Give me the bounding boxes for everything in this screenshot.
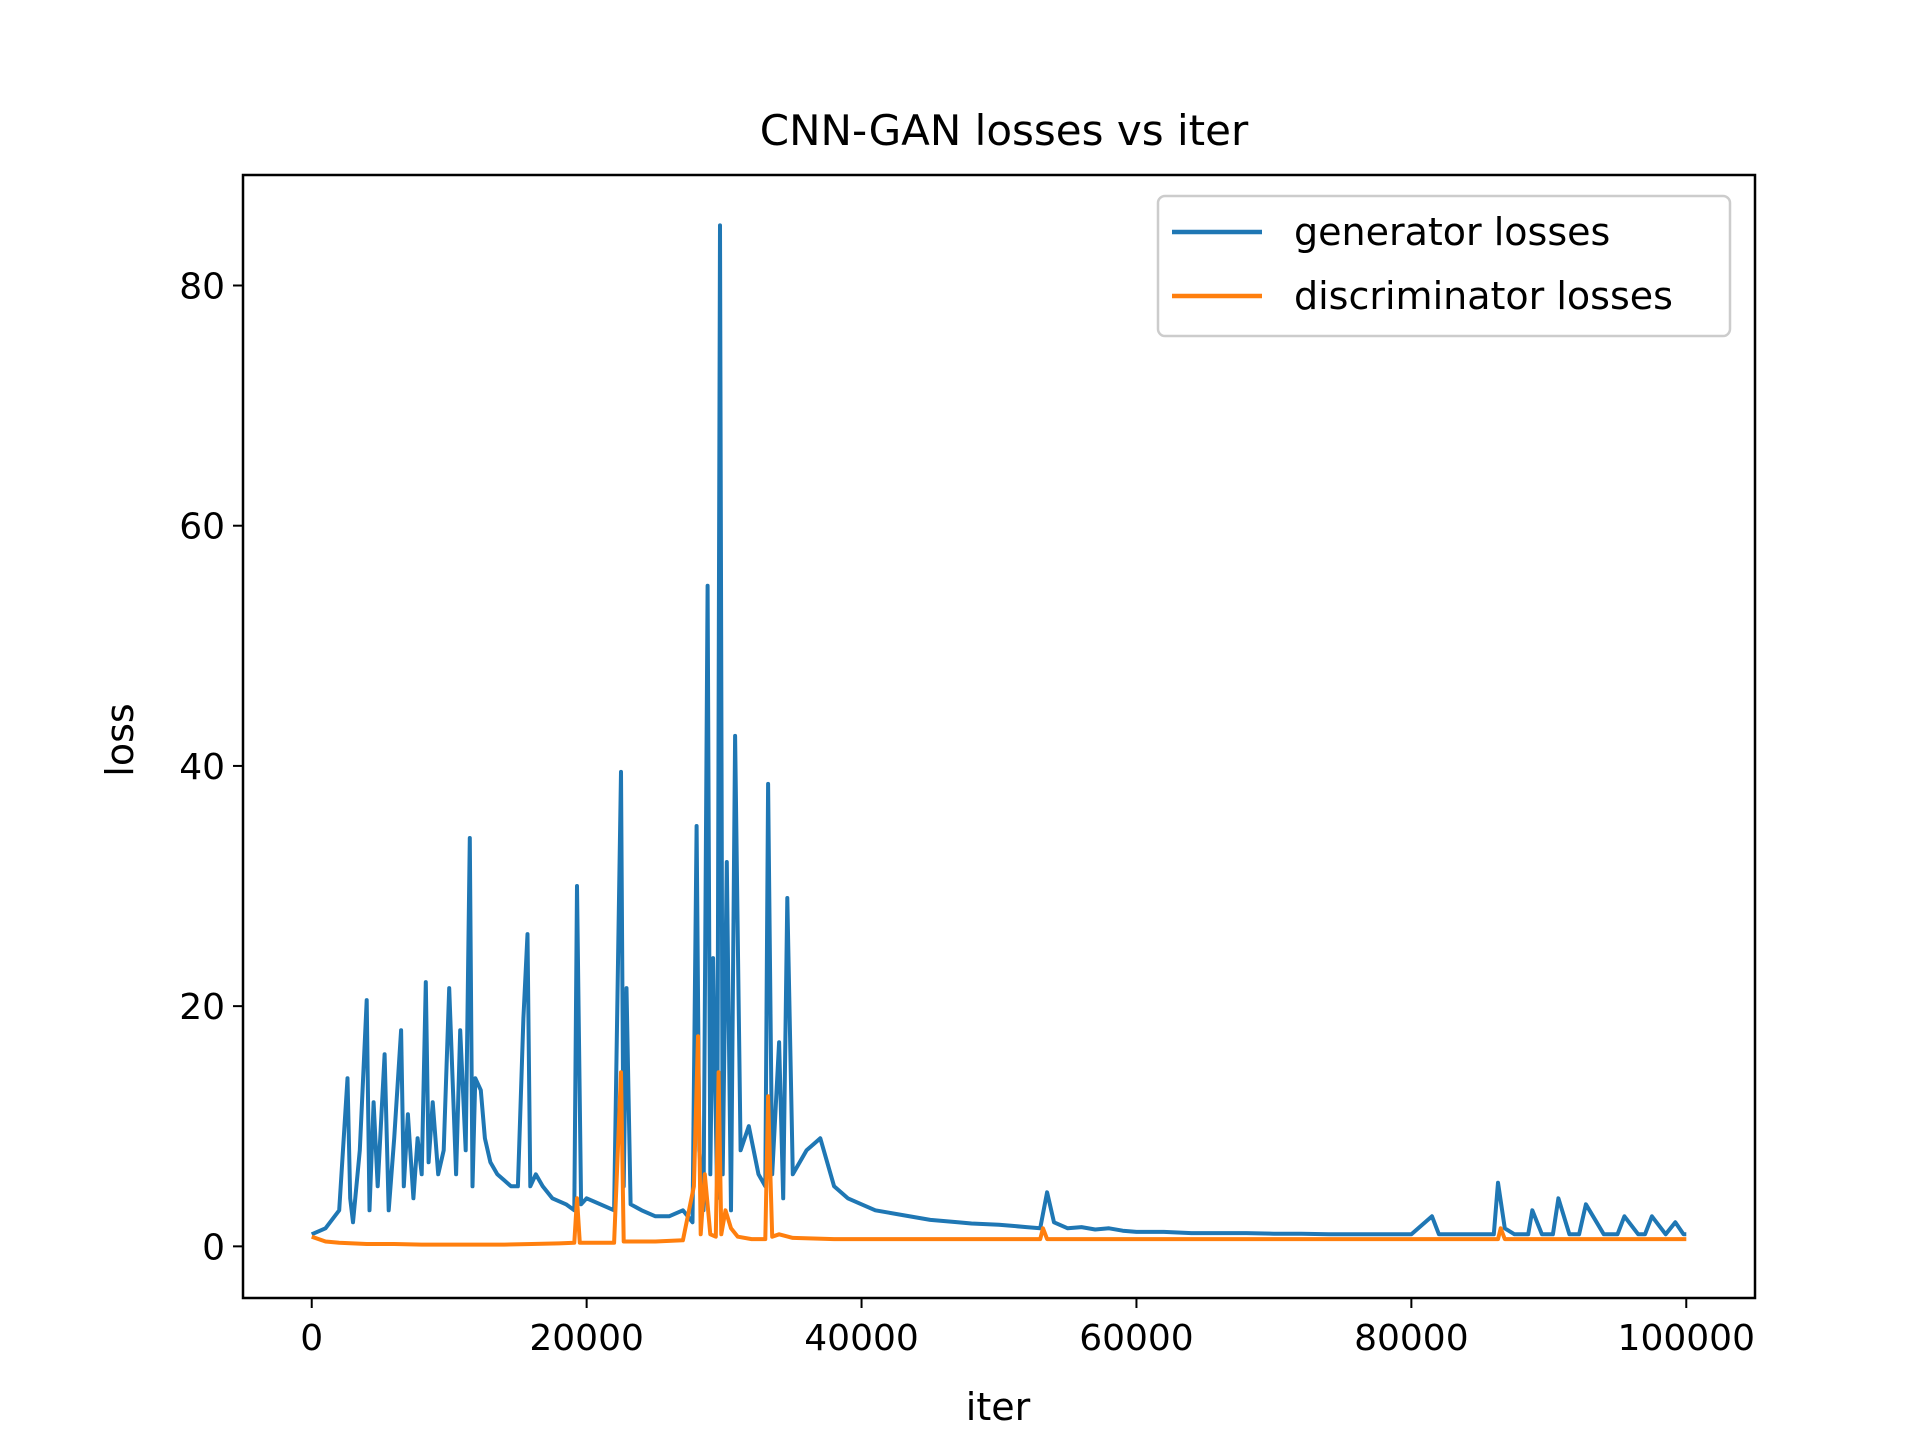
x-tick-label: 20000: [529, 1318, 644, 1359]
x-axis-ticks: 0 20000 40000 60000 80000 100000: [300, 1298, 1755, 1359]
plot-lines: [310, 223, 1687, 1247]
y-tick-label: 0: [202, 1227, 225, 1268]
y-tick-label: 80: [179, 266, 225, 307]
legend: generator losses discriminator losses: [1156, 194, 1732, 338]
legend-label-generator: generator losses: [1294, 210, 1610, 254]
x-tick-label: 100000: [1618, 1318, 1755, 1359]
x-tick-label: 0: [300, 1318, 323, 1359]
x-tick-label: 40000: [804, 1318, 919, 1359]
legend-box: [1156, 194, 1732, 338]
series-line-discriminator: [311, 1034, 1687, 1247]
y-tick-label: 60: [179, 507, 225, 548]
y-tick-label: 40: [179, 747, 225, 788]
x-axis-label: iter: [966, 1385, 1031, 1429]
x-tick-label: 60000: [1079, 1318, 1194, 1359]
y-axis-label: loss: [98, 703, 142, 776]
series-line-generator: [310, 223, 1687, 1237]
x-tick-label: 80000: [1354, 1318, 1469, 1359]
plot-frame: [241, 173, 1757, 1300]
chart-title: CNN-GAN losses vs iter: [760, 106, 1249, 155]
y-axis-ticks: 0 20 40 60 80: [179, 266, 243, 1268]
legend-label-discriminator: discriminator losses: [1294, 274, 1673, 318]
y-tick-label: 20: [179, 987, 225, 1028]
